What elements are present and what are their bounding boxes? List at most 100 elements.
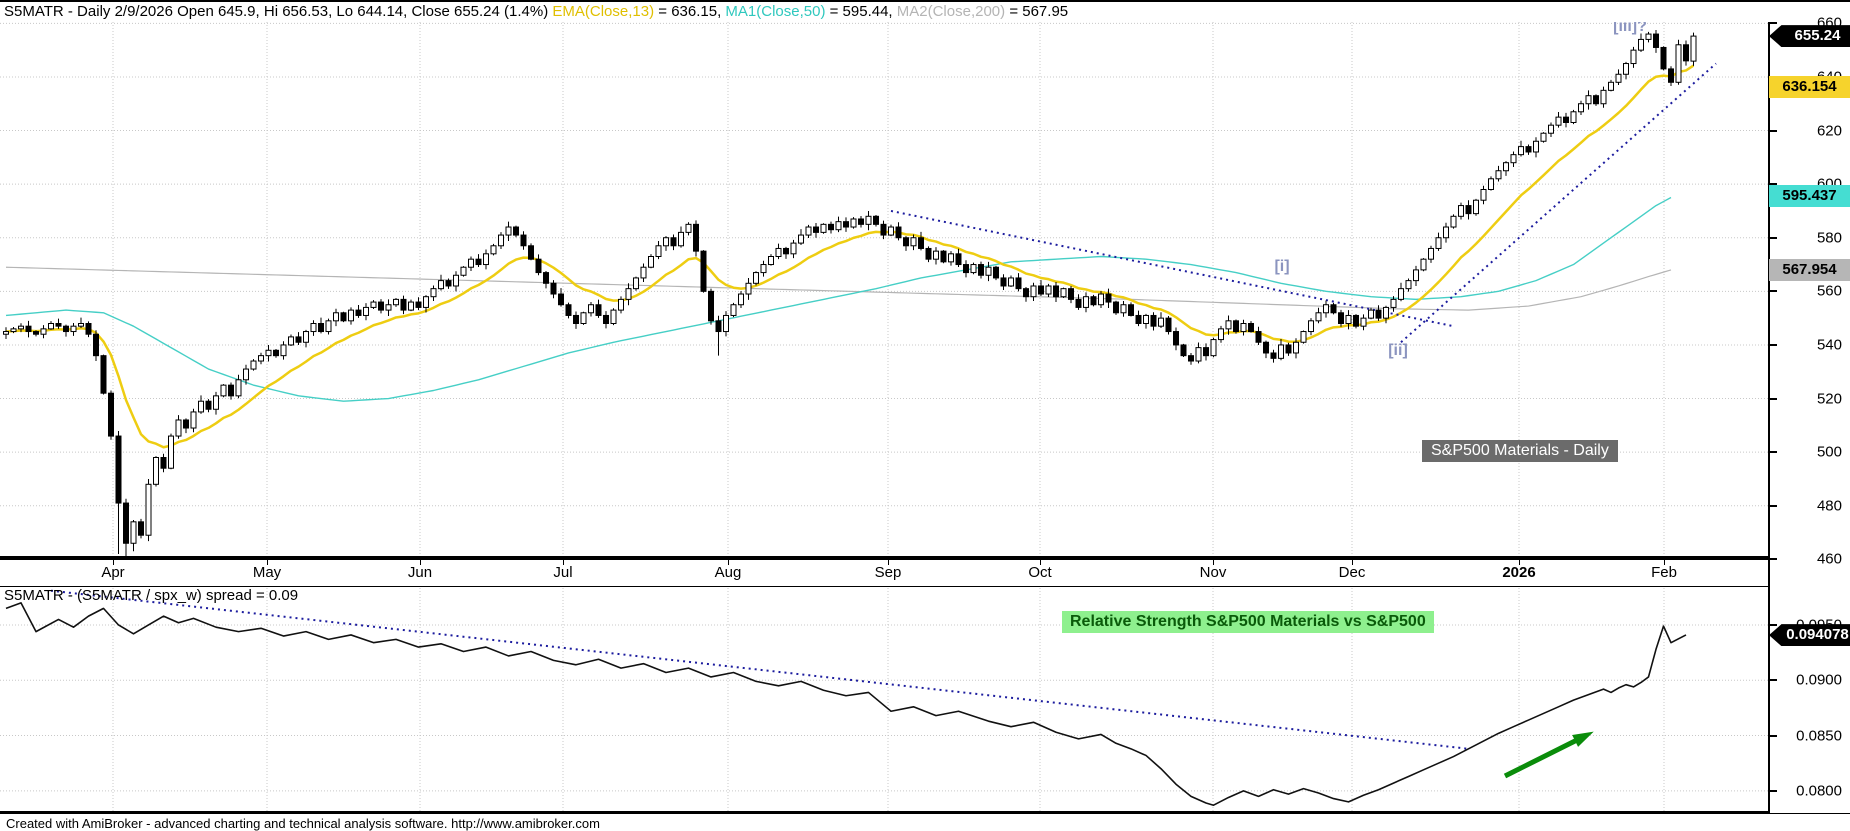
candle-down xyxy=(115,435,122,504)
axis-tick xyxy=(1770,22,1777,25)
candle-down xyxy=(573,314,579,324)
date-axis[interactable]: Apr May Jun Jul Aug Sep Oct Nov Dec 2026 Feb xyxy=(0,558,1768,587)
candle-up xyxy=(1210,339,1217,357)
candle-up xyxy=(1098,293,1104,306)
candle-down xyxy=(1015,277,1022,290)
candle-up xyxy=(3,331,9,335)
ma50-value-badge: 595.437 xyxy=(1769,185,1850,208)
candle-up xyxy=(1585,95,1592,105)
candle-up xyxy=(663,237,669,247)
date-axis-label: Nov xyxy=(1199,564,1227,581)
candle-up xyxy=(1293,341,1299,354)
candle-up xyxy=(175,419,182,437)
trendline[interactable] xyxy=(1400,62,1717,344)
title-segment: = 567.95 xyxy=(1005,3,1069,20)
candle-up xyxy=(235,379,242,397)
rs-chart-plot[interactable] xyxy=(0,585,1768,813)
candle-up xyxy=(265,349,272,357)
date-axis-label: Apr xyxy=(101,564,125,581)
candle-up xyxy=(1510,154,1517,164)
candle-up xyxy=(1533,140,1539,153)
wave-annotation: [ii] xyxy=(1388,342,1408,359)
candle-up xyxy=(1308,320,1314,333)
candle-down xyxy=(1270,352,1277,359)
candle-down xyxy=(843,221,849,228)
candle-down xyxy=(1653,33,1659,48)
candle-up xyxy=(430,288,437,298)
candle-up xyxy=(385,304,392,311)
green-arrow-head xyxy=(1572,731,1594,747)
candle-up xyxy=(948,253,954,263)
candle-up xyxy=(243,368,249,381)
panel-label-badge: S&P500 Materials - Daily xyxy=(1422,440,1618,462)
date-axis-tick xyxy=(113,560,114,565)
candle-up xyxy=(835,221,842,231)
candle-up xyxy=(1158,317,1164,327)
candle-down xyxy=(400,298,407,311)
candle-down xyxy=(535,258,542,274)
candle-down xyxy=(1135,314,1142,324)
axis-tick xyxy=(1770,343,1777,346)
candle-down xyxy=(378,301,384,311)
date-axis-label: May xyxy=(252,564,282,581)
price-axis-label: 480 xyxy=(1816,497,1842,515)
relative-strength-label: Relative Strength S&P500 Materials vs S&… xyxy=(1062,611,1434,633)
candle-down xyxy=(85,323,92,335)
candle-up xyxy=(1413,269,1419,282)
price-chart-canvas[interactable] xyxy=(0,22,1768,558)
candle-down xyxy=(1255,331,1262,343)
candle-down xyxy=(595,304,602,316)
candle-down xyxy=(693,223,699,252)
candle-down xyxy=(708,290,714,322)
candle-up xyxy=(423,296,429,308)
date-axis-tick xyxy=(1519,560,1520,565)
candle-down xyxy=(415,301,422,308)
candle-down xyxy=(1263,341,1269,354)
candle-down xyxy=(25,325,32,333)
candle-down xyxy=(183,419,189,429)
candle-up xyxy=(1218,328,1224,341)
candle-up xyxy=(723,314,729,333)
price-chart-plot[interactable] xyxy=(0,22,1768,558)
candle-up xyxy=(1458,205,1464,217)
candle-up xyxy=(655,245,662,257)
candle-up xyxy=(370,301,377,308)
title-segment: = 595.44, xyxy=(825,3,897,20)
candle-up xyxy=(40,328,47,335)
candle-up xyxy=(1645,33,1652,40)
axis-tick xyxy=(1770,734,1777,737)
trendline[interactable] xyxy=(50,589,1469,750)
candle-down xyxy=(1660,46,1667,70)
candle-up xyxy=(730,304,737,316)
candle-down xyxy=(1150,314,1157,327)
candle-down xyxy=(903,237,909,247)
candle-up xyxy=(1480,189,1487,201)
price-axis-label: 500 xyxy=(1816,443,1842,461)
candle-up xyxy=(685,223,692,233)
candle-up xyxy=(775,247,782,258)
candle-up xyxy=(678,231,684,247)
candle-down xyxy=(1203,347,1209,357)
candle-up xyxy=(790,242,797,255)
candle-down xyxy=(558,293,564,306)
candle-up xyxy=(1345,314,1352,324)
candle-down xyxy=(318,323,324,333)
candle-up xyxy=(933,250,939,260)
candle-down xyxy=(273,349,279,357)
candle-up xyxy=(483,253,489,266)
candle-up xyxy=(1083,296,1089,308)
candle-up xyxy=(805,226,812,236)
title-segment: EMA(Close,13) xyxy=(552,3,655,20)
candle-up xyxy=(1315,312,1322,322)
green-arrow[interactable] xyxy=(1503,734,1585,779)
candle-up xyxy=(985,266,992,276)
rs-pane-title: S5MATR - (S5MATR / spx_w) spread = 0.09 xyxy=(4,587,299,604)
candle-down xyxy=(340,312,347,322)
price-axis-label: 460 xyxy=(1816,550,1842,568)
candle-up xyxy=(610,309,617,325)
candle-up xyxy=(325,320,332,333)
rs-chart-canvas[interactable] xyxy=(0,585,1768,813)
candle-up xyxy=(768,256,774,266)
candle-down xyxy=(520,234,527,247)
axis-tick xyxy=(1770,623,1777,626)
